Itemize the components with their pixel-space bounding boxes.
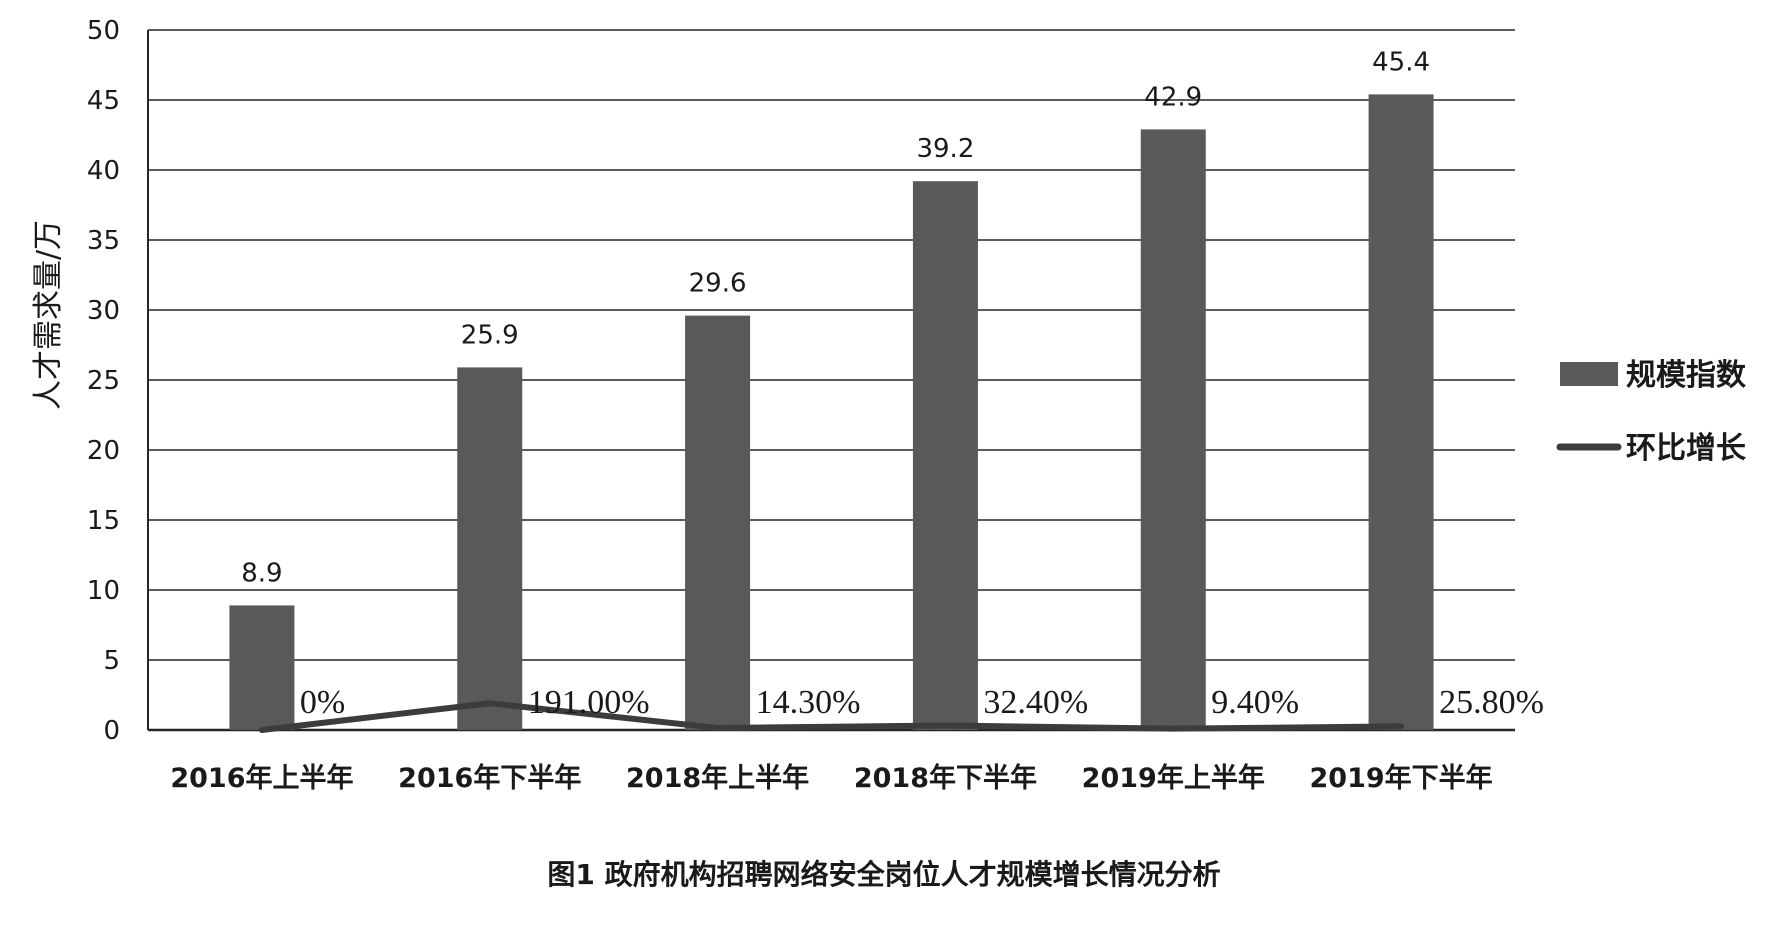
growth-value-label: 32.40% (983, 684, 1088, 721)
growth-point-4 (943, 723, 947, 727)
growth-value-label: 0% (300, 684, 345, 721)
growth-point-5 (1171, 727, 1175, 731)
bar-2 (457, 367, 523, 730)
legend-label-line: 环比增长 (1626, 431, 1746, 466)
bar-value-label: 8.9 (241, 558, 282, 588)
y-tick-label: 25 (87, 366, 120, 396)
y-tick-label: 10 (87, 576, 120, 606)
legend-label-bar: 规模指数 (1626, 358, 1747, 393)
line-series (258, 700, 1405, 733)
growth-line (258, 700, 1405, 733)
legend: 规模指数 环比增长 (1556, 358, 1747, 466)
growth-value-label: 9.40% (1211, 684, 1299, 721)
x-tick-label: 2019年上半年 (1082, 762, 1265, 794)
bar-1 (229, 605, 295, 730)
y-tick-label: 0 (103, 716, 120, 746)
growth-value-label: 191.00% (528, 684, 650, 721)
y-tick-label: 20 (87, 436, 120, 466)
y-axis-title: 人才需求量/万 (31, 220, 66, 410)
growth-value-label: 25.80% (1439, 684, 1544, 721)
x-tick-label: 2018年上半年 (626, 762, 809, 794)
bar-6 (1368, 94, 1434, 730)
gridlines (148, 29, 1515, 732)
y-tick-label: 45 (87, 86, 120, 116)
bar-4 (912, 181, 978, 730)
data-labels: 8.9 25.9 29.6 39.2 42.9 45.4 0% 191.00% 14.30% 32… (241, 47, 1544, 720)
bar-value-label: 42.9 (1144, 82, 1202, 112)
bar-value-label: 39.2 (916, 134, 974, 164)
bar-value-label: 45.4 (1372, 47, 1430, 77)
x-tick-label: 2016年下半年 (398, 762, 581, 794)
growth-point-2 (488, 701, 492, 705)
x-tick-label: 2018年下半年 (854, 762, 1037, 794)
y-tick-label: 40 (87, 156, 120, 186)
bar-value-label: 29.6 (689, 269, 747, 299)
growth-value-label: 14.30% (756, 684, 861, 721)
bar-5 (1140, 129, 1206, 730)
y-tick-label: 30 (87, 296, 120, 326)
x-tick-label: 2016年上半年 (170, 762, 353, 794)
y-tick-label: 15 (87, 506, 120, 536)
legend-swatch-bar (1560, 362, 1618, 386)
x-tick-label: 2019年下半年 (1310, 762, 1493, 794)
growth-point-1 (260, 728, 264, 732)
y-tick-label: 35 (87, 226, 120, 256)
axes: 0 5 10 15 20 25 30 35 40 45 50 2016年上半年 2016年下半年 2018… (87, 16, 1493, 794)
y-tick-label: 50 (87, 16, 120, 46)
figure-caption: 图1 政府机构招聘网络安全岗位人才规模增长情况分析 (547, 858, 1220, 891)
y-tick-label: 5 (103, 646, 120, 676)
growth-point-6 (1399, 724, 1403, 728)
growth-point-3 (716, 726, 720, 730)
bar-value-label: 25.9 (461, 320, 519, 350)
bars (229, 94, 1434, 730)
bar-3 (685, 315, 751, 730)
